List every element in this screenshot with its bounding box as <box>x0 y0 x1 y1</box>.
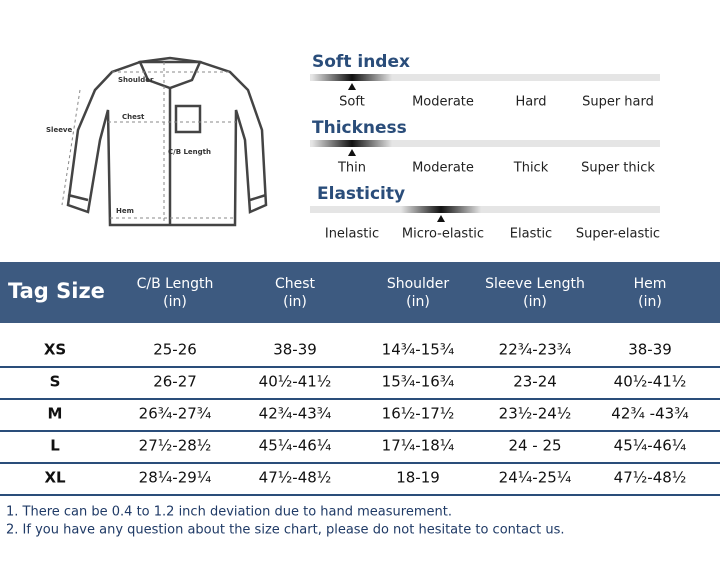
table-cell: 15¾-16¾ <box>382 373 455 391</box>
diagram-label: Hem <box>116 207 134 215</box>
table-cell: 42¾ -43¾ <box>611 405 689 423</box>
table-cell: 27½-28½ <box>139 437 212 455</box>
size-cell: XL <box>44 469 66 487</box>
table-cell: 47½-48½ <box>614 469 687 487</box>
scale-option: Soft <box>339 95 365 110</box>
header-unit: (in) <box>638 294 662 310</box>
size-cell: M <box>48 405 63 423</box>
scale-option: Inelastic <box>325 227 379 242</box>
header-cell: Hem <box>634 276 667 292</box>
table-cell: 26¾-27¾ <box>139 405 212 423</box>
table-cell: 23-24 <box>513 373 557 391</box>
table-cell: 40½-41½ <box>259 373 332 391</box>
footnote: 2. If you have any question about the si… <box>6 523 564 538</box>
table-cell: 28¼-29¼ <box>139 469 212 487</box>
scale-title: Thickness <box>312 118 407 138</box>
header-unit: (in) <box>523 294 547 310</box>
scale-option: Thin <box>337 161 366 176</box>
scale-option: Moderate <box>412 161 474 176</box>
scale-option: Elastic <box>510 227 552 242</box>
table-cell: 26-27 <box>153 373 197 391</box>
footnote: 1. There can be 0.4 to 1.2 inch deviatio… <box>6 505 452 520</box>
table-cell: 47½-48½ <box>259 469 332 487</box>
diagram-label: Chest <box>122 113 145 121</box>
size-cell: S <box>50 373 61 391</box>
scale-option: Super thick <box>581 161 655 176</box>
scale-pointer <box>348 83 356 90</box>
size-cell: XS <box>44 341 66 359</box>
header-cell: Shoulder <box>387 276 450 292</box>
scale-option: Super-elastic <box>576 227 660 242</box>
diagram-label: Sleeve <box>46 126 72 134</box>
table-cell: 38-39 <box>628 341 672 359</box>
table-cell: 42¾-43¾ <box>259 405 332 423</box>
table-cell: 25-26 <box>153 341 197 359</box>
table-cell: 40½-41½ <box>614 373 687 391</box>
header-cell: Tag Size <box>8 279 105 303</box>
scale-marker-bar <box>312 140 392 147</box>
scale-pointer <box>348 149 356 156</box>
measure-lines <box>61 62 236 222</box>
table-cell: 14¾-15¾ <box>382 341 455 359</box>
scale-title: Elasticity <box>317 184 405 204</box>
header-unit: (in) <box>163 294 187 310</box>
table-cell: 22¾-23¾ <box>499 341 572 359</box>
table-cell: 23½-24½ <box>499 405 572 423</box>
header-unit: (in) <box>406 294 430 310</box>
header-unit: (in) <box>283 294 307 310</box>
scale-marker-bar <box>401 206 481 213</box>
scale-bar <box>310 140 660 147</box>
size-cell: L <box>50 437 60 455</box>
diagram-label: Shoulder <box>118 76 154 84</box>
scale-option: Thick <box>513 161 549 176</box>
shirt-diagram <box>66 56 268 227</box>
header-cell: Sleeve Length <box>485 276 585 292</box>
table-cell: 24¼-25¼ <box>499 469 572 487</box>
table-cell: 18-19 <box>396 469 440 487</box>
table-cell: 38-39 <box>273 341 317 359</box>
scale-bar <box>310 74 660 81</box>
scale-marker-bar <box>312 74 392 81</box>
scale-option: Hard <box>515 95 546 110</box>
diagram-label: C/B Length <box>168 148 211 156</box>
scale-option: Micro-elastic <box>402 227 484 242</box>
table-cell: 17¼-18¼ <box>382 437 455 455</box>
table-cell: 45¼-46¼ <box>614 437 687 455</box>
table-header-band <box>0 262 720 323</box>
header-cell: Chest <box>275 276 316 292</box>
scale-option: Moderate <box>412 95 474 110</box>
scale-bar <box>310 206 660 213</box>
table-cell: 45¼-46¼ <box>259 437 332 455</box>
table-cell: 16½-17½ <box>382 405 455 423</box>
table-cell: 24 - 25 <box>508 437 561 455</box>
header-cell: C/B Length <box>137 276 214 292</box>
scale-pointer <box>437 215 445 222</box>
scale-option: Super hard <box>582 95 654 110</box>
scale-title: Soft index <box>312 52 410 72</box>
